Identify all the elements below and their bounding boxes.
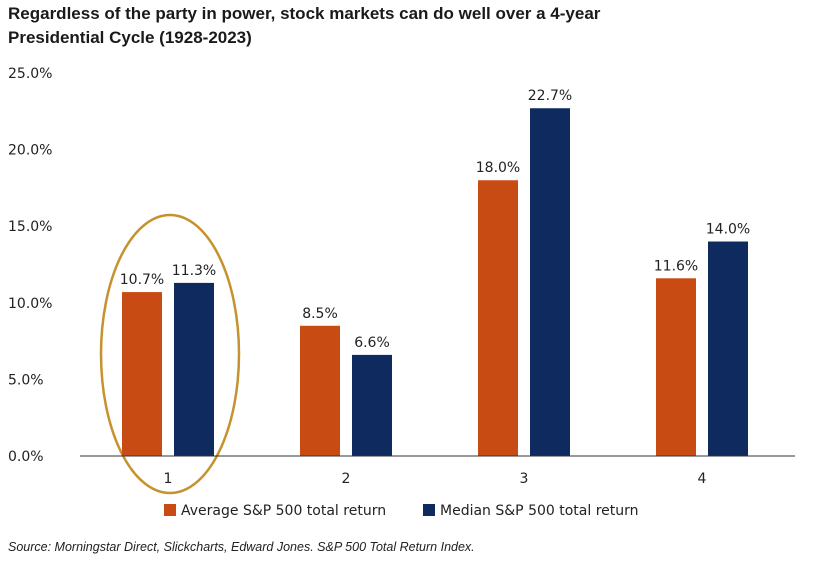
y-tick-label: 25.0% xyxy=(8,66,52,82)
average-bar xyxy=(300,325,340,456)
y-tick-label: 10.0% xyxy=(8,296,52,312)
chart-title-line1: Regardless of the party in power, stock … xyxy=(8,4,601,23)
data-label: 10.7% xyxy=(120,272,164,288)
average-bar xyxy=(478,180,518,457)
chart-title: Regardless of the party in power, stock … xyxy=(8,2,808,50)
legend-swatch-median xyxy=(423,504,435,516)
median-bar xyxy=(530,108,570,457)
average-bar xyxy=(122,292,162,456)
data-label: 14.0% xyxy=(706,222,750,238)
x-tick-label: 4 xyxy=(698,471,707,487)
median-bar xyxy=(174,282,214,456)
data-label: 11.6% xyxy=(654,258,698,274)
average-bar xyxy=(656,278,696,456)
y-tick-label: 5.0% xyxy=(8,372,44,388)
legend-label-median: Median S&P 500 total return xyxy=(440,503,639,519)
source-note: Source: Morningstar Direct, Slickcharts,… xyxy=(8,540,475,554)
legend-label-average: Average S&P 500 total return xyxy=(181,503,386,519)
data-label: 8.5% xyxy=(302,306,338,322)
y-tick-label: 20.0% xyxy=(8,143,52,159)
median-bar xyxy=(708,241,748,456)
data-label: 11.3% xyxy=(172,263,216,279)
median-bar xyxy=(352,354,392,456)
x-tick-label: 2 xyxy=(342,471,351,487)
highlight-ellipse xyxy=(99,213,241,495)
x-tick-label: 3 xyxy=(520,471,529,487)
data-label: 18.0% xyxy=(476,160,520,176)
chart-title-line2: Presidential Cycle (1928-2023) xyxy=(8,28,252,47)
data-label: 6.6% xyxy=(354,335,390,351)
x-tick-label: 1 xyxy=(164,471,173,487)
y-tick-label: 0.0% xyxy=(8,449,44,465)
legend-swatch-average xyxy=(164,504,176,516)
y-tick-label: 15.0% xyxy=(8,219,52,235)
data-label: 22.7% xyxy=(528,88,572,104)
